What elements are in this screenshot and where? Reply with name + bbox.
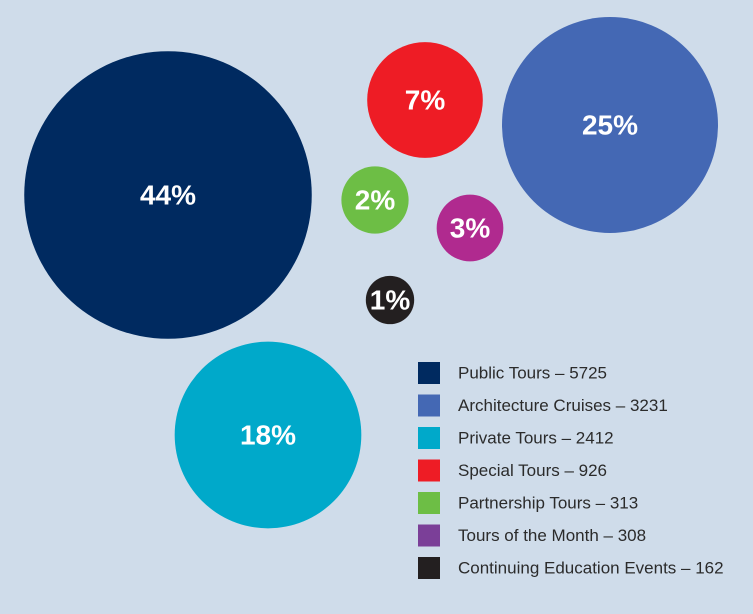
bubble-label: 44% [140, 179, 196, 210]
bubble-label: 7% [405, 84, 446, 115]
legend-label: Public Tours – 5725 [458, 363, 607, 382]
bubble-label: 2% [355, 184, 396, 215]
legend-swatch [418, 362, 440, 384]
bubble-label: 3% [450, 212, 491, 243]
legend-label: Architecture Cruises – 3231 [458, 396, 668, 415]
legend-label: Continuing Education Events – 162 [458, 558, 724, 577]
legend-swatch [418, 524, 440, 547]
bubble [174, 341, 362, 529]
bubble-label: 18% [240, 419, 296, 450]
legend-label: Special Tours – 926 [458, 461, 607, 480]
bubble-label: 25% [582, 109, 638, 140]
bubble [367, 42, 483, 158]
legend-label: Private Tours – 2412 [458, 428, 614, 447]
legend-label: Tours of the Month – 308 [458, 526, 646, 545]
bubble [341, 166, 409, 234]
legend-swatch [418, 459, 440, 482]
legend-swatch [418, 557, 440, 579]
bubble [365, 275, 415, 325]
legend-label: Partnership Tours – 313 [458, 493, 638, 512]
legend-swatch [418, 427, 440, 449]
bubble-label: 1% [370, 284, 411, 315]
legend-swatch [418, 492, 440, 514]
bubble [24, 51, 312, 339]
bubble [502, 17, 718, 233]
legend-swatch [418, 394, 440, 417]
bubble [436, 194, 504, 262]
